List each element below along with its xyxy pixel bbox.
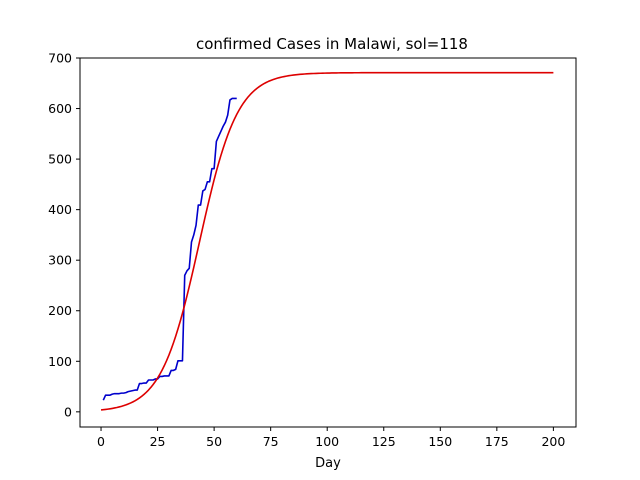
y-tick-label: 400 [48, 202, 72, 217]
x-tick-label: 75 [263, 434, 279, 449]
x-tick-label: 150 [428, 434, 452, 449]
x-axis-label: Day [315, 456, 341, 471]
series-layer [100, 71, 554, 411]
x-tick-label: 175 [485, 434, 509, 449]
y-tick-label: 300 [48, 253, 72, 268]
y-tick-label: 200 [48, 303, 72, 318]
x-tick-label: 25 [150, 434, 166, 449]
x-tick-label: 0 [97, 434, 105, 449]
chart-title: confirmed Cases in Malawi, sol=118 [196, 35, 468, 53]
y-tick-label: 100 [48, 354, 72, 369]
y-tick-label: 0 [64, 404, 72, 419]
x-tick-label: 50 [206, 434, 222, 449]
plot-frame [79, 57, 577, 428]
y-tick-label: 500 [48, 152, 72, 167]
y-tick-label: 700 [48, 51, 72, 66]
x-tick-label: 100 [315, 434, 339, 449]
x-tick-label: 125 [372, 434, 396, 449]
fitted-curve-line [100, 71, 554, 411]
y-tick-label: 600 [48, 101, 72, 116]
confirmed-cases-line [102, 97, 237, 401]
axis-ticks: 0 25 50 75 100 125 150 175 200 0 100 200 300 400 500 60… [48, 51, 565, 450]
x-tick-label: 200 [541, 434, 565, 449]
